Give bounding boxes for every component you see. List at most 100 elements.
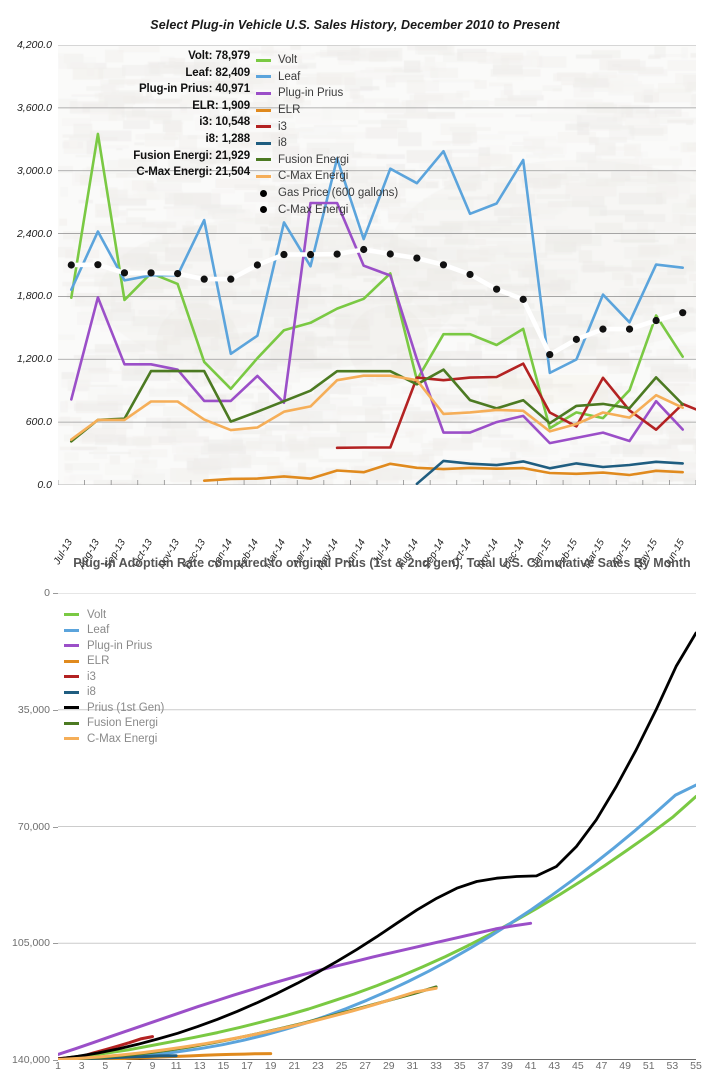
chart2-legend-item[interactable]: C-Max Energi	[64, 731, 164, 747]
legend-label: ELR	[278, 104, 301, 117]
chart2-x-tick: 47	[595, 1060, 608, 1072]
chart2-x-tick: 31	[406, 1060, 419, 1072]
chart2-y-tick: 140,000	[0, 1054, 58, 1066]
chart1-legend-item[interactable]: i3	[256, 118, 398, 135]
legend-color-swatch	[256, 158, 271, 162]
chart1-legend-item[interactable]: C-Max Energi	[256, 168, 398, 185]
legend-color-swatch	[64, 628, 79, 632]
chart2-legend-item[interactable]: i8	[64, 685, 164, 701]
chart2-x-tick: 17	[241, 1060, 253, 1072]
tick-dash	[53, 709, 58, 711]
chart2-x-tick: 13	[193, 1060, 206, 1072]
tick-dash	[53, 826, 58, 828]
chart1-legend-item[interactable]: Plug-in Prius	[256, 85, 398, 102]
chart2-legend-item[interactable]: Volt	[64, 607, 164, 623]
chart2-legend: Volt Leaf Plug-in Prius ELR i3 i8 Prius (1st G…	[64, 607, 164, 747]
chart1-legend-item[interactable]: Leaf	[256, 69, 398, 86]
chart1-legend-item[interactable]: Gas Price (600 gallons)	[256, 185, 398, 202]
chart2-legend-item[interactable]: Prius (1st Gen)	[64, 700, 164, 716]
chart1-y-tick: 1,800.0	[16, 290, 52, 303]
legend-color-swatch	[64, 737, 79, 741]
chart1-legend-item[interactable]: Volt	[256, 52, 398, 69]
chart1-total-row: i8: 1,288	[205, 132, 251, 145]
legend-color-swatch	[256, 141, 271, 145]
legend-color-swatch	[256, 58, 271, 62]
chart2-x-tick: 1	[55, 1060, 61, 1072]
legend-label: ELR	[87, 655, 110, 668]
chart2-x-tick: 27	[359, 1060, 372, 1072]
legend-color-swatch	[64, 675, 79, 679]
chart2-x-tick: 3	[78, 1060, 85, 1072]
legend-color-swatch	[64, 659, 79, 663]
legend-label: C-Max Energi	[278, 170, 349, 183]
chart2-legend-item[interactable]: Leaf	[64, 623, 164, 639]
chart2-x-tick: 33	[430, 1060, 442, 1072]
chart1-legend-item[interactable]: ELR	[256, 102, 398, 119]
chart1-y-tick: 4,200.0	[16, 39, 52, 51]
legend-label: i3	[278, 120, 287, 133]
legend-color-swatch	[64, 644, 79, 648]
legend-label: Leaf	[87, 624, 110, 637]
legend-color-swatch	[64, 706, 79, 710]
legend-label: Volt	[87, 608, 107, 621]
legend-color-swatch	[256, 91, 271, 95]
monthly-sales-chart: Select Plug-in Vehicle U.S. Sales Histor…	[16, 18, 696, 572]
chart2-x-tick: 37	[477, 1060, 490, 1072]
chart2-y-tick: 105,000	[0, 937, 58, 949]
chart2-x-tick: 55	[690, 1060, 702, 1072]
tick-dash	[53, 593, 58, 594]
chart1-legend: Volt Leaf Plug-in Prius ELR i3 i8 Fusion Energ…	[256, 52, 398, 218]
chart2-x-tick: 45	[572, 1060, 584, 1072]
legend-color-swatch	[64, 613, 79, 617]
legend-label: Gas Price (600 gallons)	[278, 187, 399, 200]
chart2-plot-area	[58, 593, 696, 1081]
chart1-total-row: Fusion Energi: 21,929	[133, 149, 250, 162]
chart2-x-tick: 11	[170, 1060, 182, 1072]
legend-color-swatch	[256, 125, 271, 129]
chart2-title: Plug-in Adoption Rate compared to origin…	[73, 556, 691, 570]
chart1-y-tick: 1,200.0	[16, 353, 52, 366]
tick-dash	[53, 1060, 58, 1061]
chart1-series-svg	[58, 45, 696, 485]
chart2-y-axis: 140,000 105,000 70,000 35,000 0	[0, 587, 58, 1081]
chart1-y-tick: 0.0	[37, 479, 52, 491]
legend-label: Prius (1st Gen)	[87, 701, 165, 714]
chart1-y-tick: 3,000.0	[16, 164, 52, 177]
legend-color-swatch	[256, 108, 271, 112]
legend-label: Plug-in Prius	[278, 87, 344, 100]
chart2-x-tick: 39	[501, 1060, 513, 1072]
chart2-x-tick: 7	[125, 1060, 132, 1072]
chart1-x-axis: Jul-13 Aug-13 Sep-13 Oct-13 Nov-13 Dec-13 Jan-…	[52, 487, 696, 572]
legend-label: i8	[278, 137, 287, 150]
tick-dash	[53, 943, 58, 945]
chart1-y-tick: 600.0	[25, 416, 52, 429]
legend-color-swatch	[256, 75, 271, 79]
chart2-legend-item[interactable]: Fusion Energi	[64, 716, 164, 732]
chart2-y-tick: 70,000	[0, 821, 58, 833]
legend-label: i8	[87, 686, 96, 699]
chart2-x-tick: 41	[524, 1060, 537, 1072]
chart2-x-tick: 5	[102, 1060, 109, 1072]
chart1-legend-item[interactable]: i8	[256, 135, 398, 152]
chart2-x-tick: 9	[149, 1060, 156, 1072]
legend-color-swatch	[256, 174, 271, 178]
chart2-x-tick: 29	[382, 1060, 395, 1072]
chart2-x-axis: 1 3 5 7 9 11 13 15 17 19 21 23 25 27 29 31 33 35 37 39 41 43 4…	[55, 1060, 702, 1078]
chart1-total-row: Leaf: 82,409	[185, 66, 250, 79]
chart2-legend-item[interactable]: i3	[64, 669, 164, 685]
chart2-legend-item[interactable]: Plug-in Prius	[64, 638, 164, 654]
chart2-legend-item[interactable]: ELR	[64, 654, 164, 670]
chart2-x-tick: 25	[335, 1060, 348, 1072]
chart2-x-tick: 23	[312, 1060, 324, 1072]
legend-label: C-Max Energi	[278, 203, 349, 216]
chart2-x-tick: 51	[642, 1060, 655, 1072]
chart1-legend-item[interactable]: Fusion Energi	[256, 152, 398, 169]
chart1-total-row: Plug-in Prius: 40,971	[138, 83, 250, 96]
chart1-legend-item[interactable]: C-Max Energi	[256, 201, 398, 218]
legend-dot-marker	[256, 189, 271, 197]
chart1-total-row: Volt: 78,979	[188, 50, 250, 62]
legend-label: Plug-in Prius	[87, 639, 153, 652]
legend-color-swatch	[64, 690, 79, 694]
background-photo	[58, 45, 696, 485]
